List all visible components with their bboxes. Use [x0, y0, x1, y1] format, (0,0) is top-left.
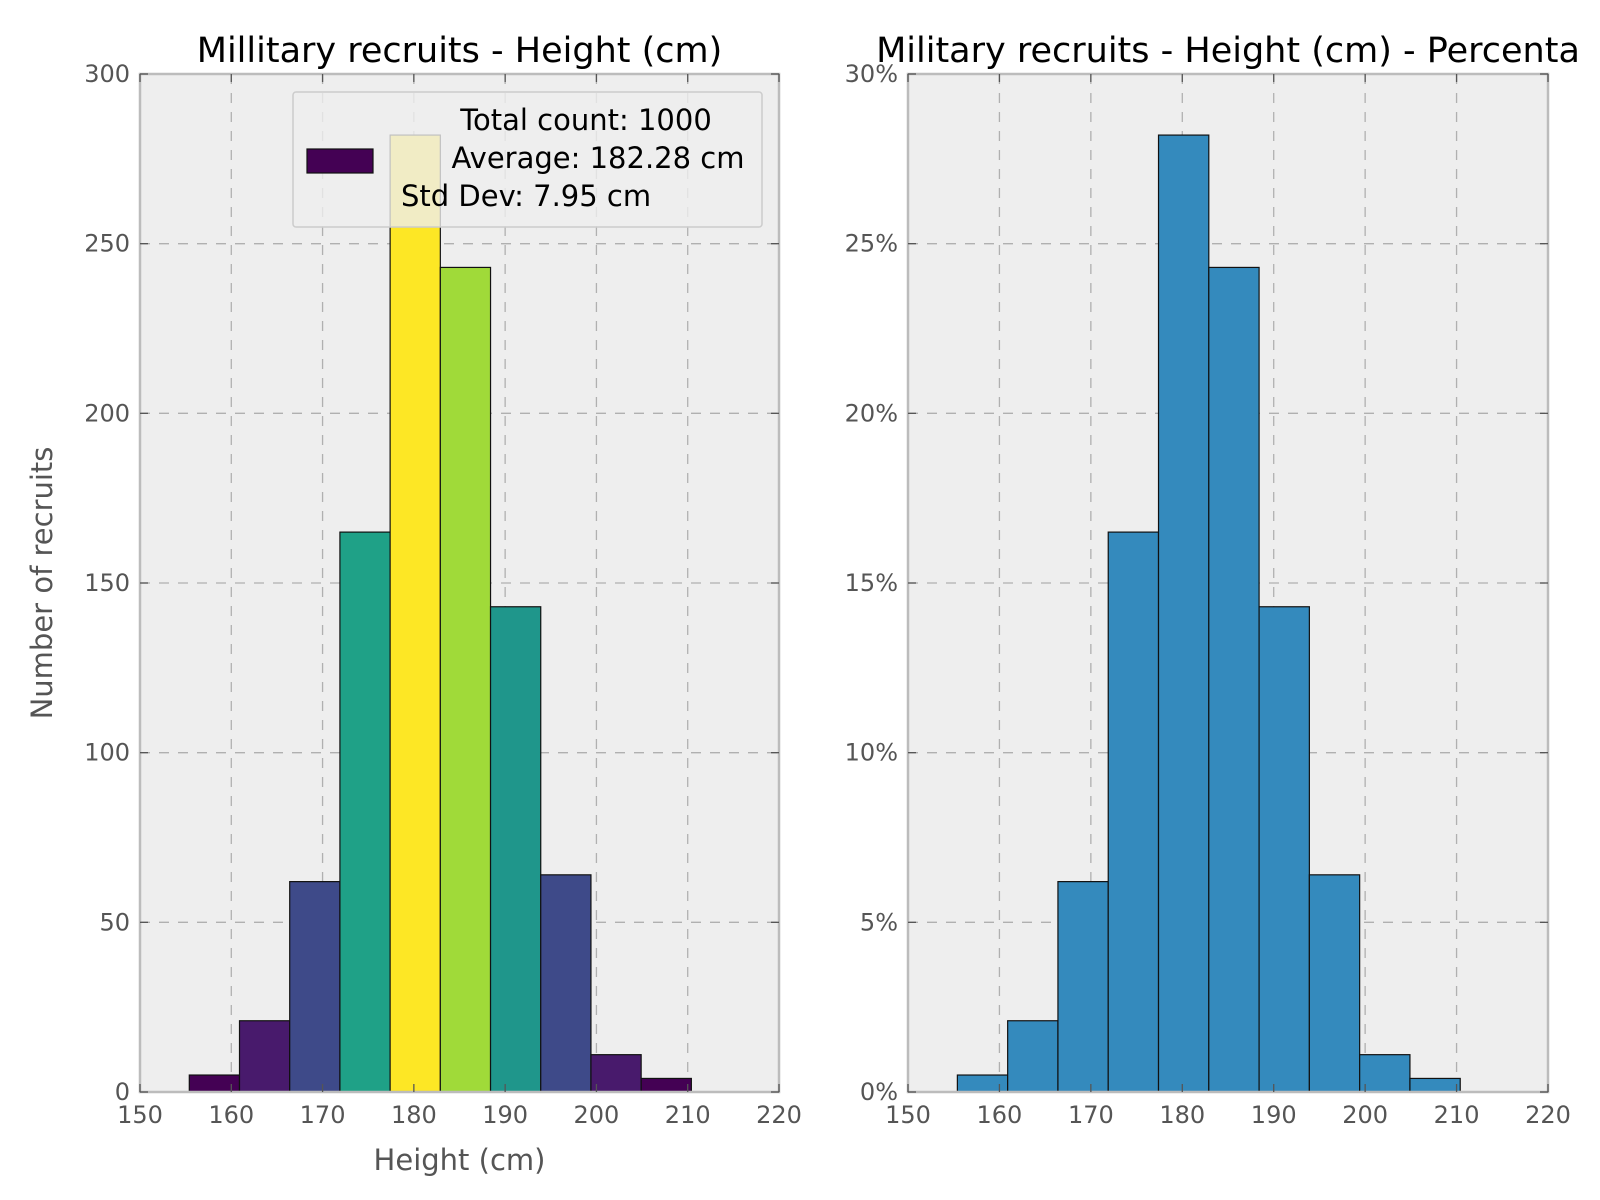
tick-marks [139, 73, 780, 1093]
x-tick-label: 200 [574, 1101, 620, 1129]
histogram-bar [238, 1020, 291, 1093]
y-tick-label: 0% [860, 1078, 898, 1106]
x-tick-label: 220 [756, 1101, 802, 1129]
y-tick-label: 100 [84, 739, 130, 767]
x-tick-labels: 150 160 170 180 190 200 210 220 [885, 1101, 1571, 1129]
histogram-bar [389, 134, 441, 1093]
x-tick-label: 150 [117, 1101, 163, 1129]
x-tick-label: 210 [665, 1101, 711, 1129]
x-tick-label: 170 [300, 1101, 346, 1129]
x-tick-label: 190 [482, 1101, 528, 1129]
histogram-bar [1258, 606, 1310, 1093]
legend-box [292, 91, 763, 228]
legend-total-count: Total count: 1000 [459, 103, 712, 137]
histogram-bar [1057, 881, 1109, 1093]
x-tick-label: 180 [391, 1101, 437, 1129]
x-tick-label: 170 [1068, 1101, 1114, 1129]
y-tick-label: 15% [845, 569, 898, 597]
legend-std-dev: Std Dev: 7.95 cm [401, 179, 651, 213]
tick-marks [907, 73, 1549, 1093]
histogram-bar [1157, 134, 1210, 1093]
y-tick-label: 300 [84, 60, 130, 88]
y-axis-label: Number of recruits [25, 447, 59, 720]
y-tick-label: 30% [845, 60, 898, 88]
histogram-bar [956, 1074, 1009, 1093]
histogram-bar [540, 874, 592, 1093]
x-tick-label: 160 [208, 1101, 254, 1129]
y-tick-label: 200 [84, 399, 130, 427]
bars [188, 134, 692, 1093]
chart-title: Military recruits - Height (cm) - Percen… [876, 31, 1580, 71]
histogram-bar [188, 1074, 241, 1093]
y-tick-label: 150 [84, 569, 130, 597]
percentage-histogram: 150 160 170 180 190 200 210 220 0% 5% 10% 15% 20% 25… [845, 31, 1580, 1129]
histogram-bar [1409, 1077, 1461, 1093]
x-tick-label: 180 [1159, 1101, 1205, 1129]
legend: Total count: 1000 Average: 182.28 cm Std… [292, 91, 763, 228]
histogram-bar [590, 1054, 642, 1093]
y-tick-label: 250 [84, 230, 130, 258]
x-tick-label: 190 [1251, 1101, 1297, 1129]
histogram-bar [1359, 1054, 1411, 1093]
histogram-bar [1107, 531, 1160, 1093]
legend-swatch [306, 148, 374, 174]
x-tick-labels: 150 160 170 180 190 200 210 220 [117, 1101, 802, 1129]
count-histogram: 150 160 170 180 190 200 210 220 0 50 100 150 200 250… [25, 31, 802, 1177]
y-tick-labels: 0 50 100 150 200 250 300 [84, 60, 130, 1106]
y-tick-label: 10% [845, 739, 898, 767]
histogram-bar [1208, 266, 1260, 1093]
histogram-bar [289, 881, 341, 1093]
x-tick-label: 210 [1434, 1101, 1480, 1129]
x-axis-label: Height (cm) [374, 1143, 546, 1177]
x-tick-label: 220 [1525, 1101, 1571, 1129]
y-tick-label: 0 [115, 1078, 130, 1106]
legend-average: Average: 182.28 cm [452, 141, 745, 175]
y-tick-label: 50 [99, 908, 130, 936]
x-tick-label: 150 [885, 1101, 931, 1129]
y-tick-label: 5% [860, 908, 898, 936]
chart-title: Millitary recruits - Height (cm) [197, 31, 723, 71]
histogram-bar [640, 1077, 692, 1093]
histogram-bar [1007, 1020, 1059, 1093]
y-tick-label: 20% [845, 399, 898, 427]
histogram-bar [489, 606, 542, 1093]
histogram-bar [439, 266, 492, 1093]
x-tick-label: 200 [1342, 1101, 1388, 1129]
y-tick-labels: 0% 5% 10% 15% 20% 25% 30% [845, 60, 898, 1106]
y-tick-label: 25% [845, 230, 898, 258]
histogram-bar [1308, 874, 1361, 1093]
x-tick-label: 160 [977, 1101, 1023, 1129]
bars [956, 134, 1461, 1093]
histogram-bar [339, 531, 391, 1093]
